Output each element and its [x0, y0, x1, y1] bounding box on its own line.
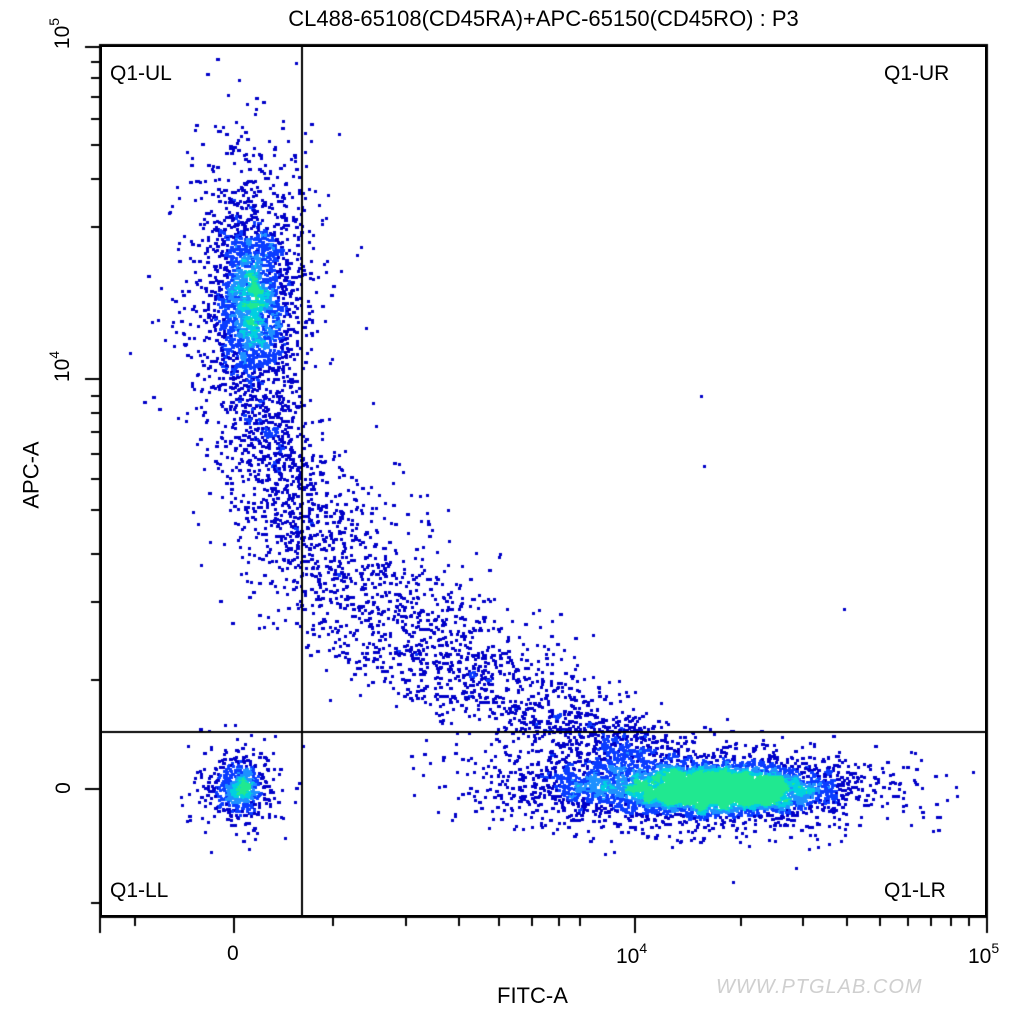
y-axis-title: APC-A — [18, 441, 44, 509]
quadrant-label-lr: Q1-LR — [884, 879, 946, 902]
y-tick-label-1e5: 105 — [46, 17, 75, 50]
watermark: WWW.PTGLAB.COM — [716, 976, 923, 998]
y-tick-label-0: 0 — [51, 782, 75, 794]
y-tick-label-1e4: 104 — [46, 350, 75, 383]
quadrant-label-ll: Q1-LL — [110, 879, 169, 902]
x-tick-label-1e4: 104 — [616, 940, 648, 968]
x-axis-title: FITC-A — [497, 983, 568, 1008]
x-tick-label-1e5: 105 — [968, 940, 1000, 968]
x-tick-label-0: 0 — [227, 942, 239, 965]
quadrant-label-ul: Q1-UL — [110, 62, 172, 85]
quadrant-label-ur: Q1-UR — [884, 62, 950, 85]
